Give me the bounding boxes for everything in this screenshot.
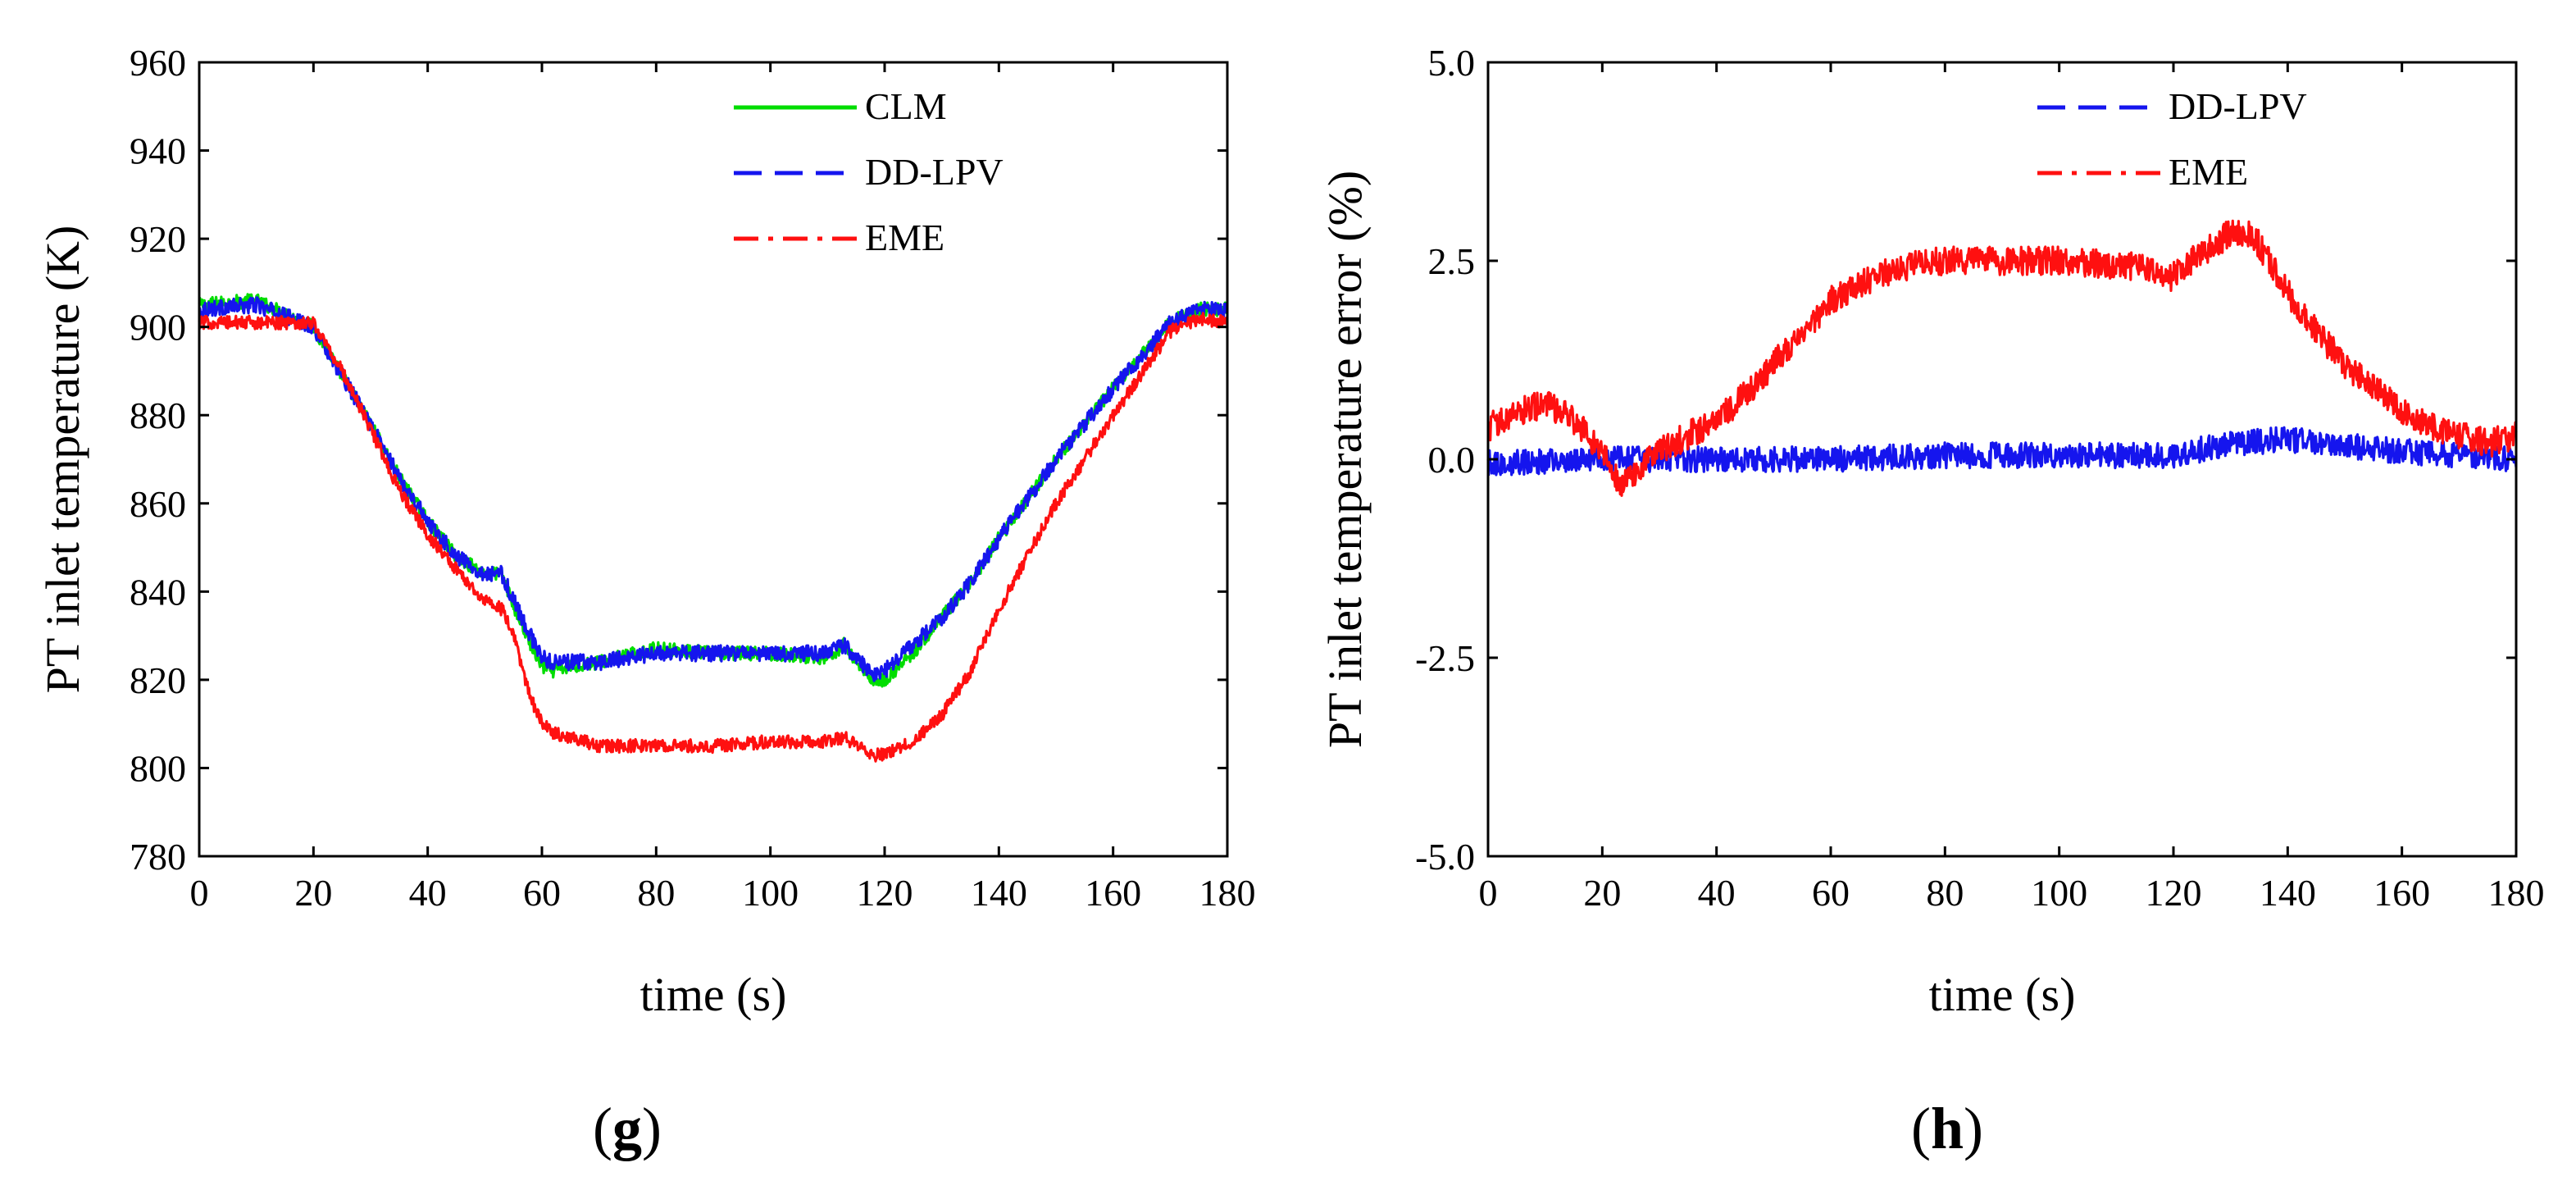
y-tick-label-g: 880 bbox=[130, 394, 186, 436]
y-axis-title-g: PT inlet temperature (K) bbox=[36, 226, 89, 694]
legend-label-g-eme: EME bbox=[865, 217, 944, 258]
x-tick-label-h: 40 bbox=[1698, 872, 1736, 914]
y-tick-label-h: 0.0 bbox=[1428, 439, 1476, 481]
x-tick-label-h: 180 bbox=[2488, 872, 2545, 914]
panel-label-letter-g: g bbox=[612, 1096, 642, 1161]
x-tick-label-h: 100 bbox=[2031, 872, 2087, 914]
panel-label-g: (g) bbox=[593, 1096, 662, 1161]
panel-label-open-g: ( bbox=[593, 1096, 612, 1161]
legend-label-h-dd-lpv: DD-LPV bbox=[2169, 85, 2307, 127]
x-tick-label-h: 20 bbox=[1583, 872, 1621, 914]
series-layer-g bbox=[198, 293, 1229, 763]
panel-label-open-h: ( bbox=[1911, 1096, 1931, 1161]
panel-label-h: (h) bbox=[1911, 1096, 1983, 1161]
x-tick-label-h: 160 bbox=[2373, 872, 2430, 914]
legend-h: DD-LPV EME bbox=[2037, 85, 2307, 193]
x-tick-label-h: 0 bbox=[1479, 872, 1498, 914]
y-tick-label-h: -5.0 bbox=[1415, 836, 1475, 878]
x-tick-label-g: 20 bbox=[294, 872, 332, 914]
y-tick-label-g: 840 bbox=[130, 571, 186, 613]
x-tick-label-h: 60 bbox=[1812, 872, 1850, 914]
series-line-g-dd-lpv bbox=[198, 296, 1229, 682]
x-tick-label-g: 60 bbox=[523, 872, 561, 914]
chart-panel-g: 0 20 40 60 80 100 120 140 160 180 780 800 820 840 860… bbox=[36, 42, 1256, 1161]
y-tick-label-h: -2.5 bbox=[1415, 637, 1475, 679]
series-line-h-eme bbox=[1486, 219, 2518, 497]
x-axis-title-h: time (s) bbox=[1929, 968, 2076, 1021]
y-tick-label-g: 940 bbox=[130, 130, 186, 172]
y-tick-label-g: 780 bbox=[130, 836, 186, 878]
y-tick-label-g: 860 bbox=[130, 483, 186, 525]
x-ticks-g: 0 20 40 60 80 100 120 140 160 180 bbox=[190, 62, 1256, 914]
legend-g: CLM DD-LPV EME bbox=[734, 85, 1004, 258]
x-tick-label-g: 80 bbox=[637, 872, 675, 914]
y-axis-title-h: PT inlet temperature error (%) bbox=[1318, 171, 1372, 748]
x-ticks-h: 0 20 40 60 80 100 120 140 160 180 bbox=[1479, 62, 2545, 914]
x-tick-label-h: 120 bbox=[2146, 872, 2202, 914]
y-tick-label-g: 920 bbox=[130, 218, 186, 260]
x-tick-label-h: 140 bbox=[2260, 872, 2316, 914]
y-tick-label-g: 800 bbox=[130, 747, 186, 789]
x-tick-label-g: 160 bbox=[1085, 872, 1141, 914]
y-tick-label-g: 900 bbox=[130, 307, 186, 349]
panel-label-close-g: ) bbox=[642, 1096, 662, 1161]
series-line-h-dd-lpv bbox=[1486, 426, 2518, 477]
y-ticks-h: -5.0 -2.5 0.0 2.5 5.0 bbox=[1415, 42, 2516, 878]
x-tick-label-g: 180 bbox=[1199, 872, 1256, 914]
x-tick-label-g: 0 bbox=[190, 872, 209, 914]
panel-label-letter-h: h bbox=[1931, 1096, 1964, 1161]
y-tick-label-g: 960 bbox=[130, 42, 186, 84]
series-line-g-eme bbox=[198, 312, 1229, 763]
plot-frame-g bbox=[198, 61, 1229, 858]
series-layer-h bbox=[1486, 219, 2518, 497]
y-ticks-g: 780 800 820 840 860 880 900 920 940 960 bbox=[130, 42, 1227, 878]
panel-label-close-h: ) bbox=[1964, 1096, 1983, 1161]
legend-label-h-eme: EME bbox=[2169, 151, 2248, 193]
x-tick-label-h: 80 bbox=[1926, 872, 1964, 914]
x-tick-label-g: 140 bbox=[971, 872, 1027, 914]
y-tick-label-h: 2.5 bbox=[1428, 240, 1476, 282]
x-axis-title-g: time (s) bbox=[640, 968, 787, 1021]
x-tick-label-g: 40 bbox=[409, 872, 447, 914]
legend-label-g-clm: CLM bbox=[865, 85, 947, 127]
y-tick-label-h: 5.0 bbox=[1428, 42, 1476, 84]
x-tick-label-g: 120 bbox=[857, 872, 913, 914]
y-tick-label-g: 820 bbox=[130, 659, 186, 701]
legend-label-g-dd-lpv: DD-LPV bbox=[865, 151, 1004, 193]
x-tick-label-g: 100 bbox=[742, 872, 799, 914]
chart-panel-h: 0 20 40 60 80 100 120 140 160 180 -5.0 -2.5 0.0 2.5 5… bbox=[1318, 42, 2545, 1161]
